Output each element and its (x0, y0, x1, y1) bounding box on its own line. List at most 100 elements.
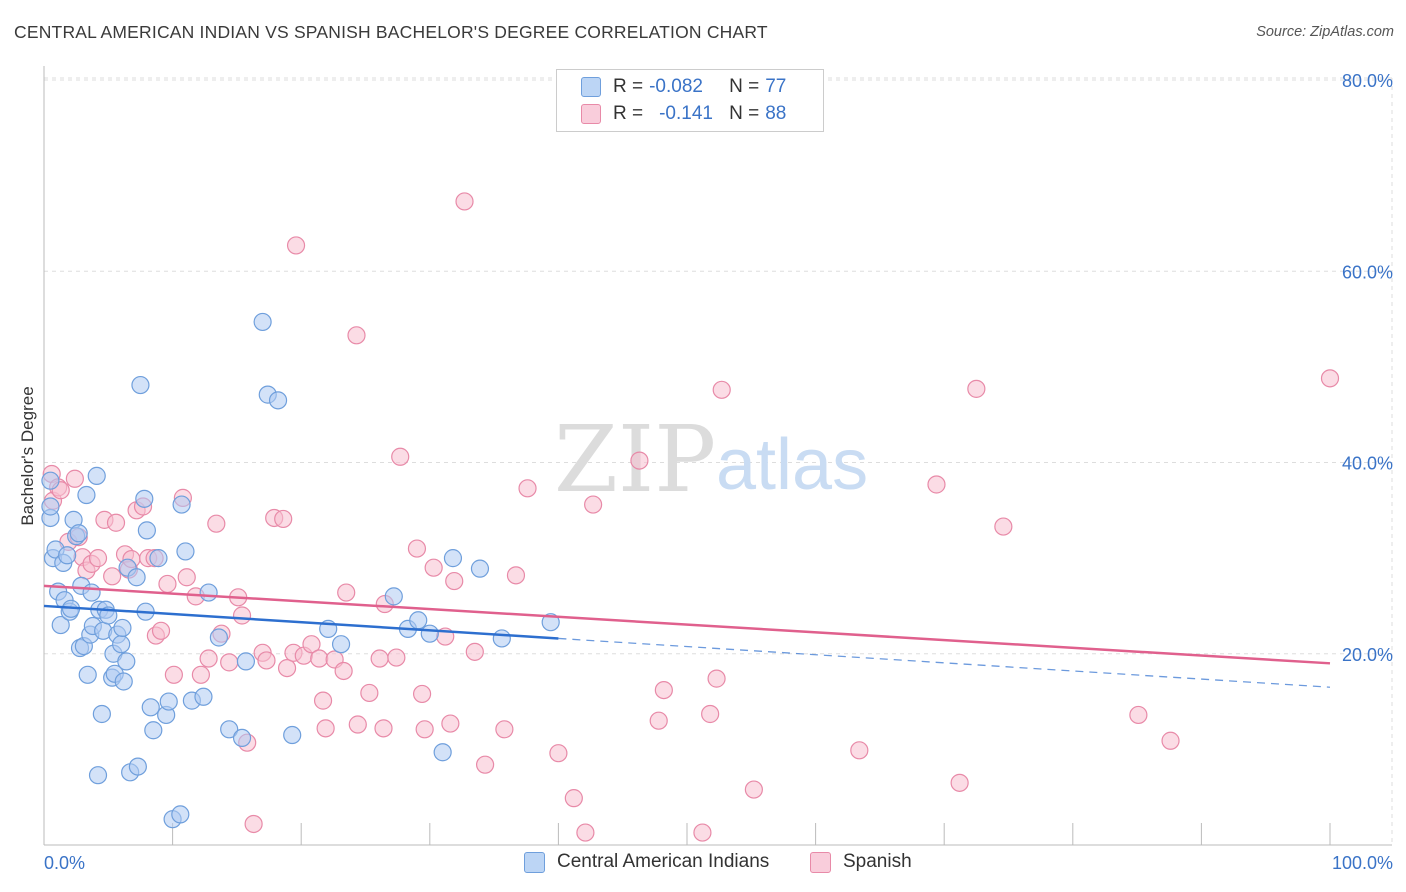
data-point (286, 236, 306, 255)
data-point (77, 485, 96, 505)
data-point (492, 629, 511, 648)
legend-item-central-american-indians[interactable]: Central American Indians (524, 851, 769, 873)
data-point (149, 549, 168, 568)
data-point (465, 642, 484, 661)
data-point (433, 743, 452, 762)
data-point (693, 823, 712, 842)
data-point (470, 559, 490, 578)
data-point (409, 611, 428, 630)
data-point (701, 704, 720, 724)
data-point (253, 312, 272, 332)
n-label: N = (729, 103, 760, 124)
legend-row-spanish: R = -0.141 N = 88 (581, 102, 786, 126)
data-point (232, 606, 252, 625)
data-point (370, 649, 389, 668)
data-point (967, 379, 986, 398)
legend-label: Spanish (843, 851, 912, 872)
data-point (88, 766, 108, 785)
data-point (151, 621, 171, 640)
data-point (506, 566, 526, 585)
data-point (1161, 731, 1180, 750)
data-point (87, 466, 106, 485)
data-point (82, 583, 101, 602)
data-point (347, 326, 366, 345)
data-point (950, 773, 969, 792)
data-point (712, 380, 731, 399)
data-point (391, 447, 410, 466)
trend-lines (43, 584, 1331, 688)
legend-swatch-blue (581, 77, 601, 97)
data-point (128, 757, 147, 776)
data-point (518, 479, 537, 498)
data-point (268, 391, 288, 410)
data-point (41, 471, 60, 490)
data-point (220, 720, 239, 739)
data-point (274, 509, 293, 529)
data-point (164, 665, 183, 684)
data-point (127, 568, 146, 587)
series-legend: Central American Indians Spanish (0, 851, 1406, 877)
data-point (374, 719, 393, 738)
data-point (113, 618, 132, 638)
data-point (331, 635, 351, 654)
y-axis-label: Bachelor's Degree (18, 386, 37, 526)
data-point (137, 521, 156, 540)
data-point (316, 719, 335, 738)
data-point (106, 513, 126, 532)
x-tick-label: 100.0% (1332, 853, 1393, 873)
data-point (176, 542, 195, 561)
data-point (313, 691, 333, 710)
legend-label: Central American Indians (557, 851, 770, 872)
series-spanish-points (42, 192, 1340, 842)
data-point (220, 653, 239, 672)
data-point (549, 744, 568, 763)
data-point (348, 715, 367, 734)
y-tick-label: 40.0% (1342, 454, 1393, 474)
data-point (576, 823, 595, 842)
r-value: -0.082 (649, 76, 703, 97)
data-point (51, 615, 70, 635)
data-point (78, 665, 97, 684)
legend-item-spanish[interactable]: Spanish (810, 851, 912, 873)
data-point (564, 789, 583, 808)
data-point (302, 635, 321, 654)
data-point (850, 741, 869, 760)
data-point (232, 728, 252, 748)
data-point (441, 714, 460, 733)
data-point (360, 683, 379, 703)
data-point (194, 687, 213, 706)
data-point (171, 805, 190, 824)
data-point (707, 669, 726, 688)
data-point (199, 649, 218, 668)
data-point (283, 725, 302, 745)
legend-row-central-american-indians: R = -0.082 N = 77 (581, 75, 786, 99)
source-credit: Source: ZipAtlas.com (1256, 24, 1394, 40)
data-point (541, 613, 560, 632)
data-point (135, 489, 154, 508)
data-point (443, 549, 463, 568)
data-point (158, 574, 177, 594)
data-point (144, 721, 163, 740)
data-point (209, 628, 228, 647)
data-point (334, 661, 353, 681)
data-point (1320, 369, 1340, 388)
correlation-legend: R = -0.082 N = 77 R = -0.141 N = 88 (556, 69, 824, 132)
trend-line-pink (43, 584, 1331, 665)
data-point (445, 571, 464, 591)
n-label: N = (729, 76, 760, 97)
r-label: R = (613, 103, 644, 124)
trend-line-blue (43, 604, 559, 640)
data-point (103, 567, 122, 586)
data-point (117, 652, 136, 671)
n-value: 88 (765, 103, 787, 124)
data-point (58, 546, 77, 565)
data-point (994, 517, 1013, 536)
data-point (244, 814, 263, 834)
watermark-atlas: atlas (716, 425, 868, 505)
zipatlas-watermark: ZIP atlas (554, 406, 868, 513)
data-point (584, 495, 603, 514)
data-point (236, 652, 256, 671)
data-point (407, 539, 427, 558)
data-point (649, 711, 668, 730)
